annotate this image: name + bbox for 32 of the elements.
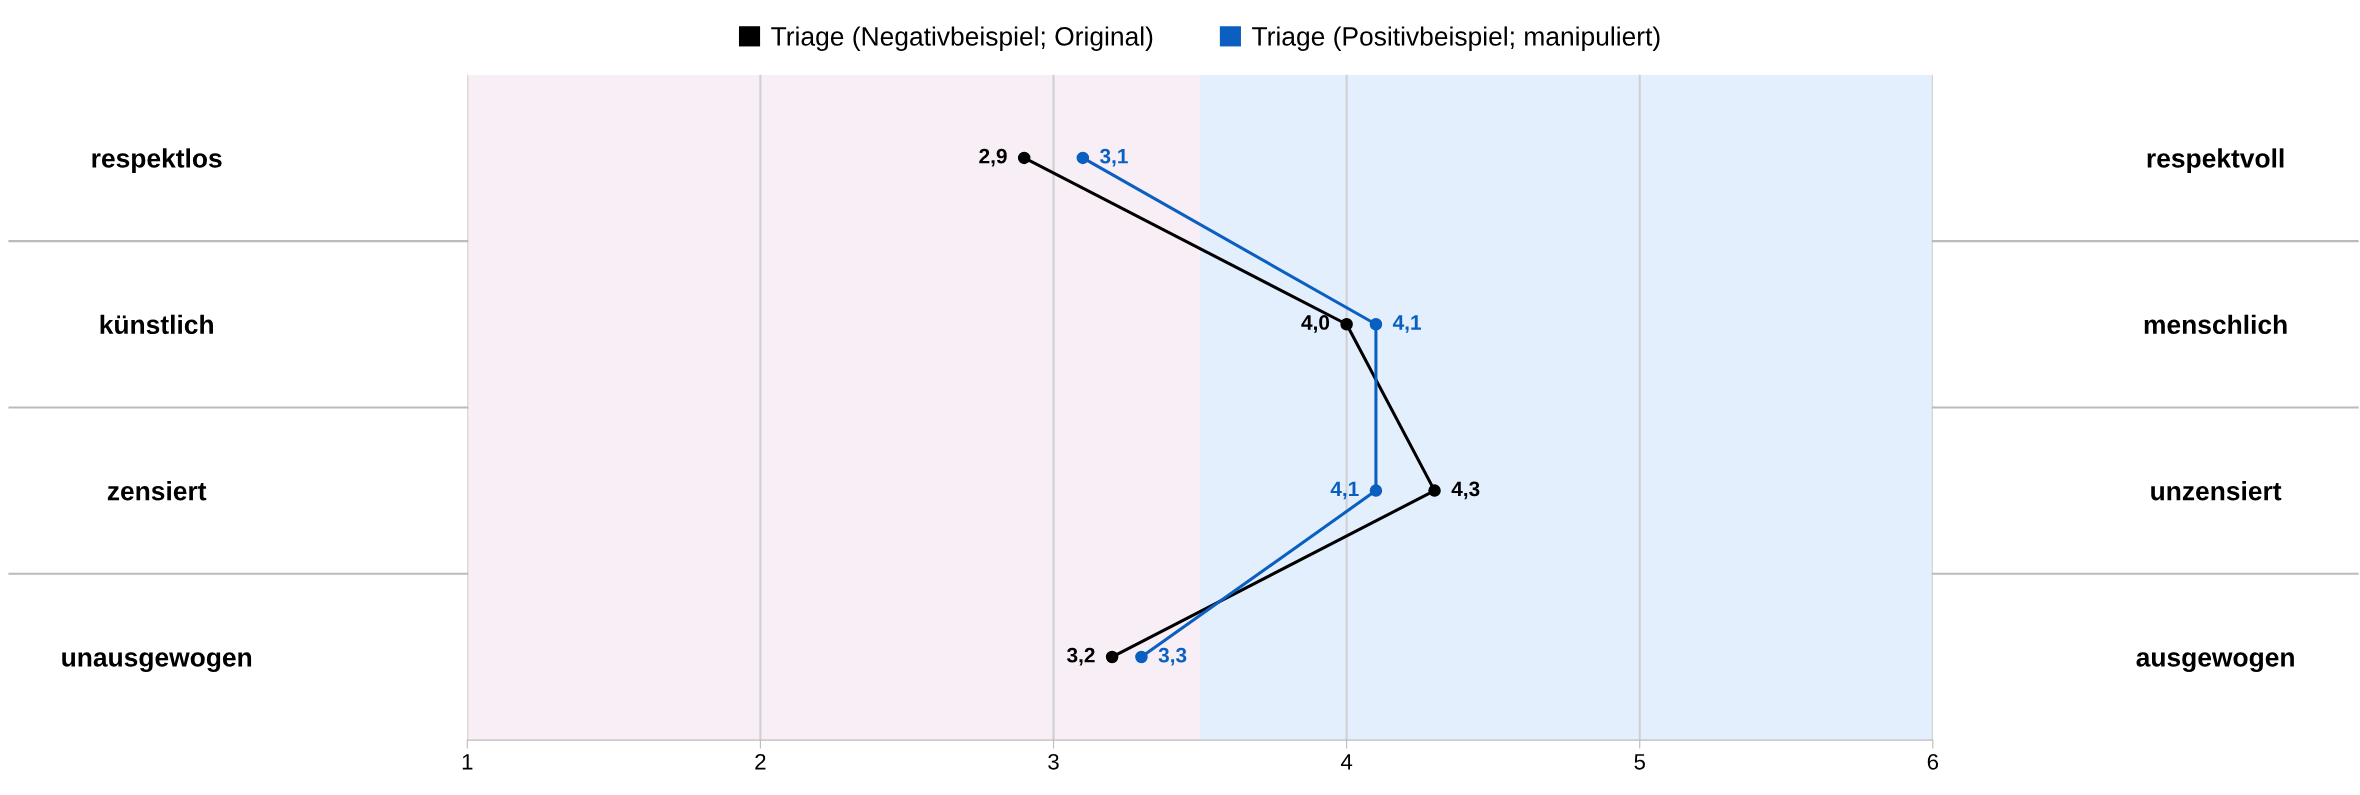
point: [1369, 318, 1383, 331]
x-tick-label: 5: [1634, 754, 1645, 770]
point: [1076, 151, 1090, 165]
point: [1369, 484, 1383, 497]
x-tick-label: 4: [1340, 754, 1353, 770]
data-label: 3,2: [1066, 647, 1095, 666]
data-label: 2,9: [979, 148, 1007, 167]
point: [1105, 650, 1119, 664]
x-tick-label: 1: [462, 754, 473, 770]
data-label: 4,1: [1392, 315, 1421, 333]
point: [1017, 151, 1031, 165]
y-tick-label: zensiert: [107, 481, 207, 501]
data-label: 4,0: [1301, 315, 1330, 333]
y2-tick-label: ausgewogen: [2136, 652, 2294, 673]
point: [1135, 650, 1148, 664]
x-tick-label: 2: [755, 753, 766, 770]
data-label: 3,1: [1099, 148, 1128, 167]
point: [1428, 484, 1441, 497]
y2-tick-label: respektvoll: [2147, 148, 2284, 173]
legend-label: Triage (Negativbeispiel; Original): [771, 26, 1153, 51]
y2-tick-label: unzensiert: [2151, 481, 2282, 501]
y-tick-label: künstlich: [100, 314, 213, 335]
y-tick-label: respektlos: [92, 148, 222, 173]
data-label: 3,3: [1158, 647, 1187, 666]
data-label: 4,1: [1330, 481, 1359, 500]
point: [1340, 318, 1353, 331]
legend-label: Triage (Positivbeispiel; manipuliert): [1252, 26, 1660, 51]
data-label: 4,3: [1451, 481, 1480, 500]
x-tick-label: 6: [1927, 753, 1939, 770]
x-tick-label: 3: [1048, 753, 1059, 770]
y2-tick-label: menschlich: [2144, 314, 2287, 335]
y-tick-label: unausgewogen: [62, 652, 252, 673]
